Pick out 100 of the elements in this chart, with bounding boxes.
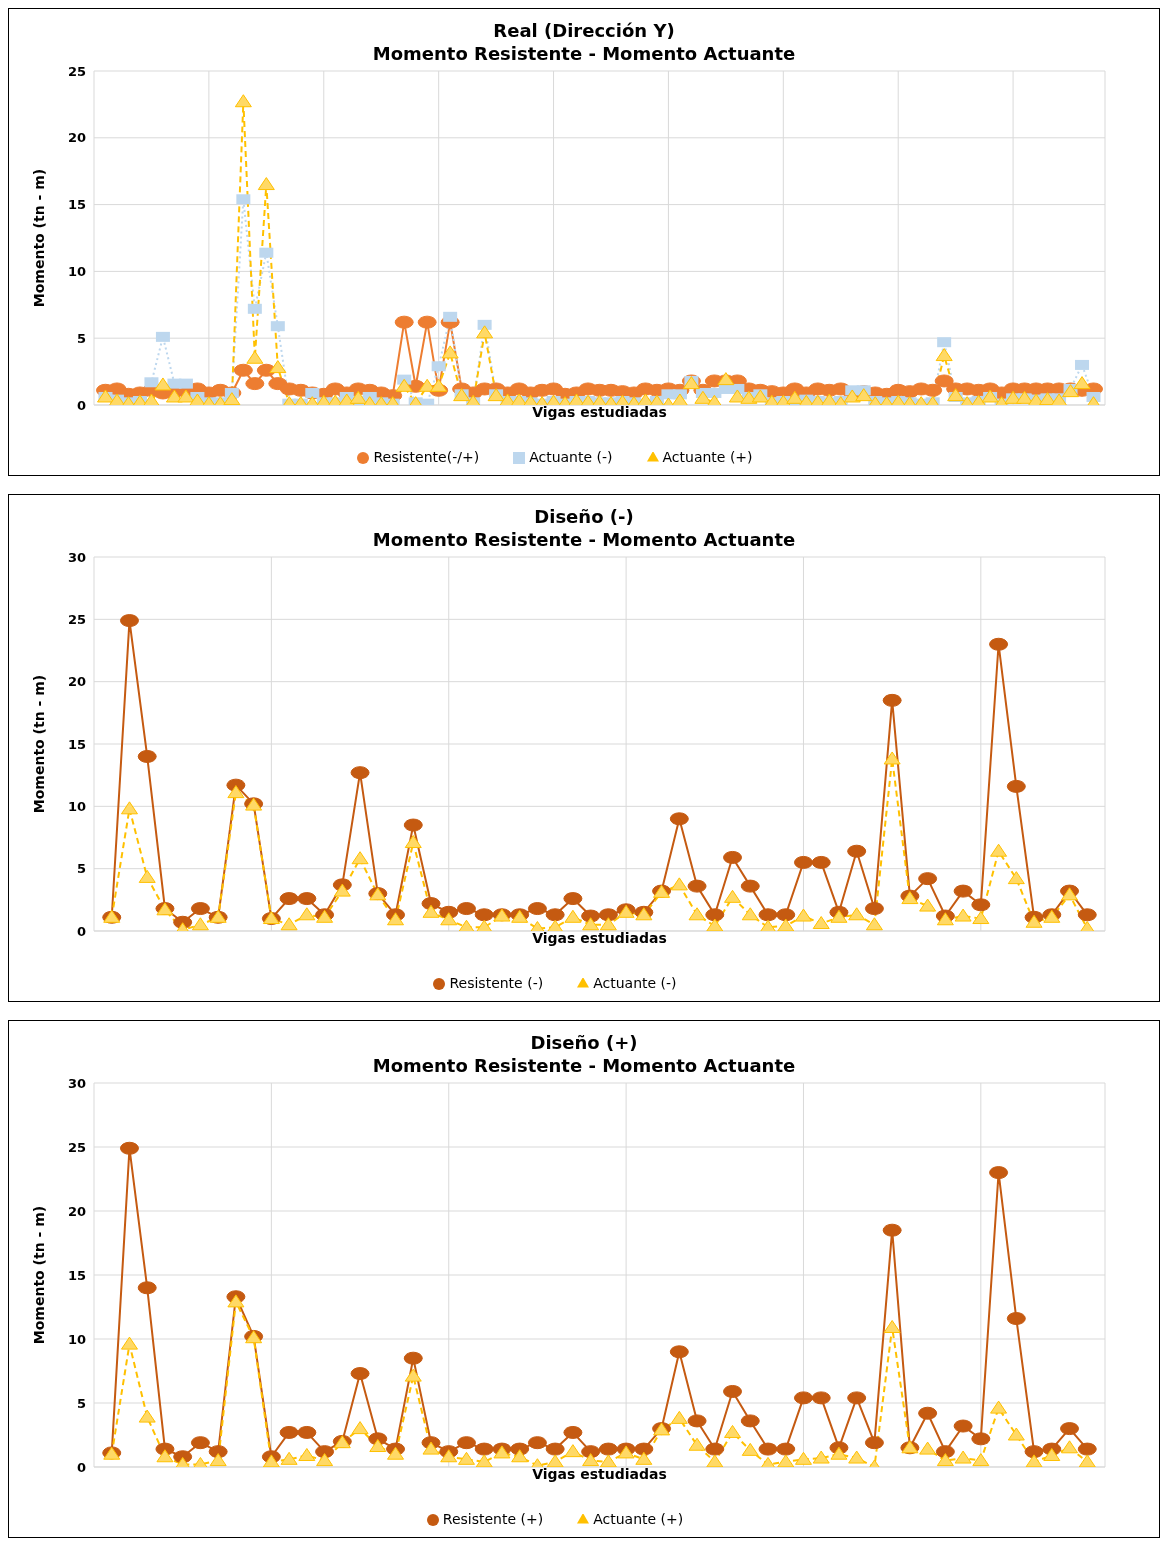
point: [1060, 1422, 1080, 1436]
point: [456, 1436, 476, 1450]
point: [830, 1446, 848, 1460]
y-axis-title: Momento (tn - m): [30, 1205, 47, 1345]
y-tick-label: 20: [67, 674, 86, 690]
point: [138, 1409, 156, 1423]
point: [120, 1336, 138, 1350]
point: [954, 1450, 972, 1464]
point: [119, 614, 139, 628]
point: [582, 917, 600, 931]
x-axis-title: Vigas estudiadas: [532, 1465, 667, 1482]
point: [830, 909, 848, 923]
y-tick-label: 25: [67, 611, 86, 627]
point: [1078, 1454, 1096, 1467]
y-tick-label: 5: [76, 330, 86, 346]
point: [474, 1442, 494, 1456]
point: [403, 818, 423, 832]
y-tick-label: 20: [67, 130, 86, 146]
point: [582, 1453, 600, 1467]
point: [1006, 1312, 1026, 1326]
legend-label: Actuante (-): [529, 449, 613, 465]
point: [1077, 1442, 1097, 1456]
point: [545, 908, 565, 922]
y-tick-label: 0: [76, 1459, 86, 1475]
point: [688, 1437, 706, 1451]
legend-label: Resistente (-): [449, 975, 544, 991]
point: [724, 889, 742, 903]
point: [351, 851, 369, 865]
point: [848, 1450, 866, 1464]
y-tick-label: 0: [76, 923, 86, 939]
point: [794, 1451, 812, 1465]
point: [298, 1447, 316, 1461]
point: [1007, 871, 1025, 885]
legend-label: Resistente(-/+): [373, 449, 480, 465]
chart-subtitle: Momento Resistente - Momento Actuante: [371, 42, 797, 65]
point: [279, 1425, 299, 1439]
point: [599, 1454, 617, 1467]
point: [403, 1351, 423, 1365]
point: [972, 911, 990, 925]
point: [598, 1442, 618, 1456]
y-tick-label: 15: [67, 197, 86, 213]
chart-title: Diseño (+): [529, 1031, 639, 1054]
point: [119, 1141, 139, 1155]
y-tick-label: 15: [67, 736, 86, 752]
point: [740, 879, 760, 893]
point: [972, 1453, 990, 1467]
point: [1025, 914, 1043, 928]
point: [422, 1441, 440, 1455]
point: [634, 1442, 654, 1456]
point: [351, 1421, 369, 1435]
point: [1007, 1427, 1025, 1441]
point: [706, 918, 724, 931]
point: [670, 877, 688, 891]
point: [545, 1442, 565, 1456]
point: [723, 850, 743, 864]
point: [919, 898, 937, 912]
point: [137, 1281, 157, 1295]
point: [971, 1432, 991, 1446]
point: [1043, 1447, 1061, 1461]
point: [847, 844, 867, 858]
point: [953, 1419, 973, 1433]
legend-label: Actuante (-): [593, 975, 677, 991]
point: [706, 1454, 724, 1467]
point: [350, 1367, 370, 1381]
legend-label: Actuante (+): [662, 449, 753, 465]
point: [511, 1449, 529, 1463]
point: [741, 907, 759, 921]
y-tick-label: 25: [67, 1139, 86, 1155]
legend-label: Actuante (+): [593, 1511, 684, 1527]
point: [882, 693, 902, 707]
y-tick-label: 15: [67, 1267, 86, 1283]
point: [812, 916, 830, 930]
point: [475, 1454, 493, 1467]
point: [474, 908, 494, 922]
point: [776, 908, 796, 922]
point: [758, 1442, 778, 1456]
y-tick-label: 10: [67, 1331, 86, 1347]
point: [794, 908, 812, 922]
point: [687, 1414, 707, 1428]
y-tick-label: 10: [67, 264, 86, 280]
point: [387, 1446, 405, 1460]
point: [990, 843, 1008, 857]
y-tick-label: 25: [67, 63, 86, 79]
y-axis-title: Momento (tn - m): [30, 674, 47, 814]
point: [669, 1345, 689, 1359]
point: [918, 1406, 938, 1420]
point: [456, 902, 476, 916]
point: [190, 902, 210, 916]
point: [156, 1449, 174, 1463]
point: [387, 912, 405, 926]
point: [883, 751, 901, 765]
point: [1061, 1440, 1079, 1454]
y-axis-title: Momento (tn - m): [30, 168, 47, 308]
point: [777, 918, 795, 931]
point: [989, 1166, 1009, 1180]
point: [280, 917, 298, 931]
point: [811, 1391, 831, 1405]
point: [297, 1425, 317, 1439]
point: [564, 909, 582, 923]
point: [971, 898, 991, 912]
